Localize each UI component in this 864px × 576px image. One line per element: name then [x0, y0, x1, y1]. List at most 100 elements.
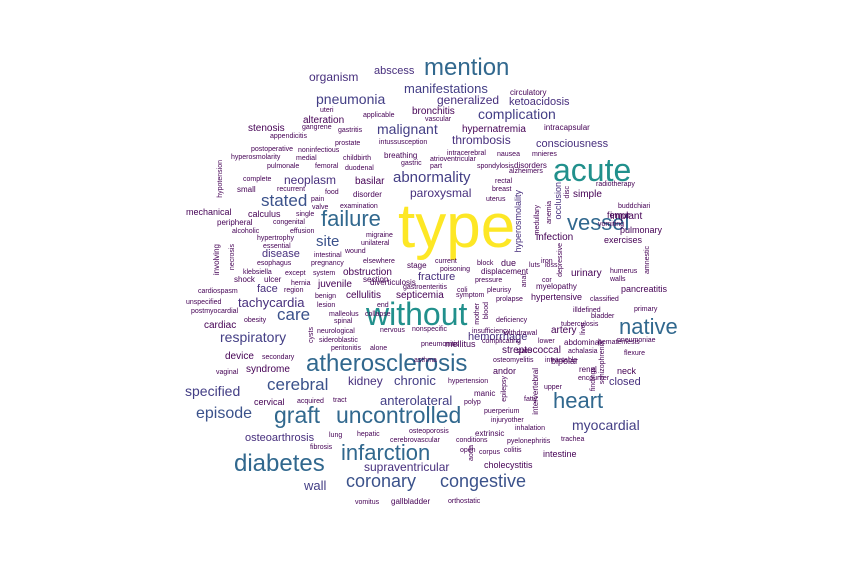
word-classified: classified	[590, 296, 619, 303]
word-pleurisy: pleurisy	[487, 287, 512, 294]
word-breast: breast	[492, 186, 512, 193]
word-calculus: calculus	[248, 209, 281, 219]
word-simple: simple	[573, 189, 602, 200]
word-alteration: alteration	[303, 115, 345, 126]
word-obstruction: obstruction	[343, 267, 392, 278]
word-closed: closed	[609, 376, 641, 388]
word-hernia: hernia	[291, 280, 311, 287]
word-fatty: fatty	[524, 396, 538, 403]
word-occlusion: occlusion	[553, 182, 563, 220]
word-collapse: collapse	[365, 311, 391, 318]
word-intestine: intestine	[543, 449, 577, 459]
word-trachea: trachea	[561, 436, 585, 443]
word-malignant: malignant	[377, 121, 438, 137]
word-bladder: bladder	[591, 313, 615, 320]
word-unspecified: unspecified	[186, 299, 222, 306]
word-postmyocardial: postmyocardial	[191, 308, 239, 315]
word-osteomyelitis: osteomyelitis	[493, 357, 534, 364]
word-coronary: coronary	[346, 471, 417, 491]
word-esophagus: esophagus	[257, 260, 292, 267]
word-due: due	[501, 258, 517, 268]
word-hyperosmolarity: hyperosmolarity	[231, 154, 281, 161]
word-acquired: acquired	[297, 398, 324, 405]
word-intractable: intractable	[545, 357, 578, 364]
word-deficiency: deficiency	[496, 317, 528, 324]
word-cardiac: cardiac	[204, 320, 237, 331]
word-complete: complete	[243, 176, 272, 183]
word-alcoholic: alcoholic	[232, 228, 260, 235]
word-hypertension: hypertension	[448, 378, 489, 385]
word-nonspecific: nonspecific	[412, 326, 448, 333]
word-noninfectious: noninfectious	[298, 147, 340, 154]
word-pain: pain	[311, 196, 325, 203]
word-buddchiari: buddchiari	[618, 203, 651, 210]
word-end: end	[377, 302, 389, 309]
word-tachycardia: tachycardia	[238, 295, 305, 310]
word-stenosis: stenosis	[248, 123, 285, 134]
word-cholecystitis: cholecystitis	[484, 460, 533, 470]
word-hyperosmolality: hyperosmolality	[513, 190, 523, 253]
word-mother: mother	[474, 303, 481, 325]
word-thrombosis: thrombosis	[452, 133, 511, 147]
word-rectal: rectal	[495, 178, 513, 185]
word-device: device	[225, 351, 254, 362]
word-mention: mention	[424, 54, 510, 81]
word-asthma: asthma	[414, 357, 437, 364]
word-lung: lung	[329, 432, 343, 439]
word-necrosis: necrosis	[229, 244, 236, 271]
word-cysts: cysts	[308, 327, 315, 343]
word-site: site	[316, 233, 340, 250]
word-ulcer: ulcer	[264, 275, 282, 284]
word-inhalation: inhalation	[515, 425, 545, 432]
word-pyelonephritis: pyelonephritis	[507, 438, 551, 445]
word-peritonitis: peritonitis	[331, 345, 361, 352]
word-implant: implant	[610, 211, 643, 222]
word-abnormality: abnormality	[393, 169, 471, 186]
word-childbirth: childbirth	[343, 155, 372, 162]
word-cerebral: cerebral	[267, 375, 329, 394]
word-system: system	[313, 270, 336, 277]
word-neck: neck	[617, 366, 637, 376]
word-anal: anal	[521, 274, 528, 288]
word-andor: andor	[493, 366, 517, 376]
word-without: without	[366, 296, 468, 332]
word-intracerebral: intracerebral	[447, 150, 486, 157]
word-manic: manic	[474, 389, 496, 398]
word-myocardial: myocardial	[572, 417, 640, 433]
word-specified: specified	[185, 383, 241, 399]
word-elsewhere: elsewhere	[363, 258, 395, 265]
word-lower: lower	[538, 338, 555, 345]
word-failure: failure	[321, 206, 381, 231]
word-essential: essential	[263, 243, 291, 250]
word-gastric: gastric	[401, 160, 422, 167]
word-infection: infection	[536, 232, 574, 243]
word-abdominal: abdominal	[564, 338, 601, 347]
word-conditions: conditions	[456, 437, 488, 444]
word-complication: complication	[478, 106, 556, 122]
word-humerus: humerus	[610, 268, 638, 275]
word-face: face	[257, 283, 278, 295]
word-cor: cor	[542, 277, 552, 284]
word-disc: disc	[564, 186, 571, 199]
word-osteoporosis: osteoporosis	[409, 428, 449, 435]
word-benign: benign	[315, 293, 337, 300]
word-gallbladder: gallbladder	[391, 497, 431, 506]
word-disorders: disorders	[514, 161, 547, 170]
word-small: small	[237, 185, 256, 194]
word-care: care	[277, 305, 311, 324]
word-femoral: femoral	[315, 163, 339, 170]
word-except: except	[285, 270, 306, 277]
word-wall: wall	[304, 478, 327, 493]
word-vascular: vascular	[425, 116, 452, 123]
word-lesion: lesion	[317, 302, 336, 309]
word-uterus: uterus	[486, 196, 506, 203]
word-walls: walls	[610, 276, 626, 283]
word-epilepsy: epilepsy	[501, 376, 508, 402]
word-poisoning: poisoning	[440, 266, 470, 273]
word-manifestations: manifestations	[404, 81, 488, 96]
word-medial: medial	[296, 155, 317, 162]
word-displacement: displacement	[481, 267, 529, 276]
word-intervertebral: intervertebral	[531, 368, 540, 415]
word-cardiospasm: cardiospasm	[198, 288, 238, 295]
word-supraventricular: supraventricular	[364, 460, 450, 474]
